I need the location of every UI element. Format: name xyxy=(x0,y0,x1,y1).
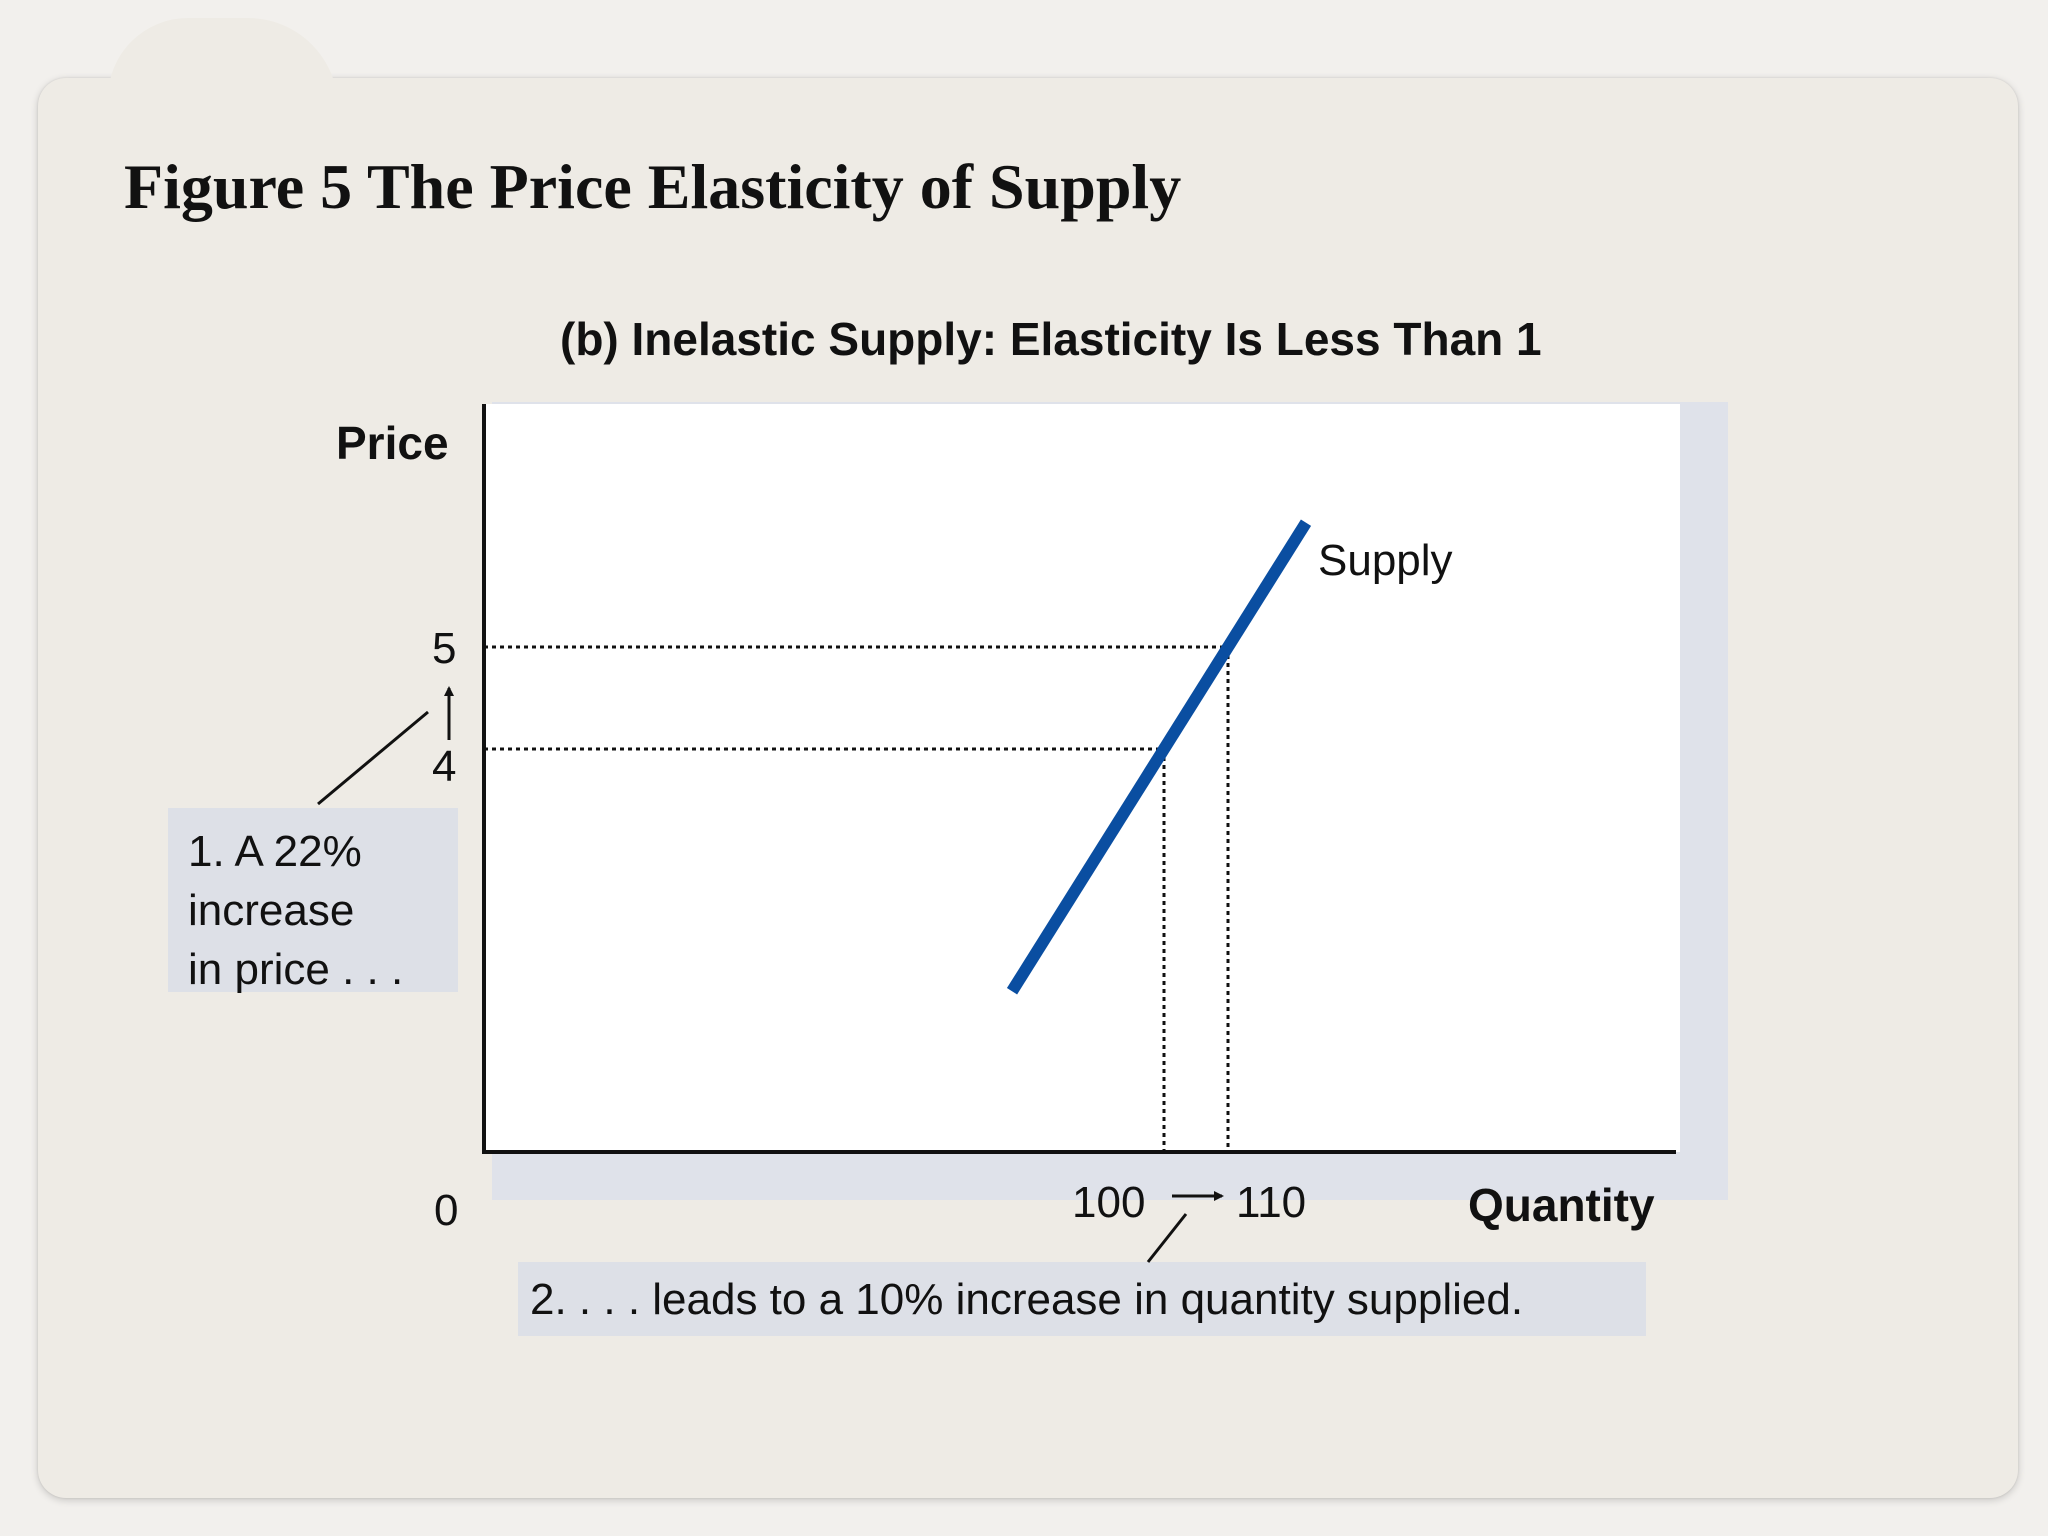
series-label: Supply xyxy=(1318,536,1453,585)
callout-line: increase xyxy=(188,886,355,935)
x-tick-label: 100 xyxy=(1072,1178,1146,1227)
callout-line: 1. A 22% xyxy=(188,827,362,876)
callout-line: in price . . . xyxy=(188,945,404,994)
y-axis-label: Price xyxy=(336,417,449,469)
plot-panel xyxy=(484,404,1680,1152)
y-tick-label: 4 xyxy=(432,742,457,791)
y-tick-label: 5 xyxy=(432,624,457,673)
chart-title: (b) Inelastic Supply: Elasticity Is Less… xyxy=(560,313,1542,365)
figure-title: Figure 5 The Price Elasticity of Supply xyxy=(124,151,1182,222)
x-tick-label: 110 xyxy=(1236,1178,1307,1227)
price-change-callout: 1. A 22% increase in price . . . xyxy=(168,808,458,994)
x-axis-label: Quantity xyxy=(1468,1179,1655,1231)
figure-card-tab xyxy=(108,18,338,168)
origin-label: 0 xyxy=(434,1186,459,1235)
quantity-change-callout: 2. . . . leads to a 10% increase in quan… xyxy=(518,1262,1646,1336)
